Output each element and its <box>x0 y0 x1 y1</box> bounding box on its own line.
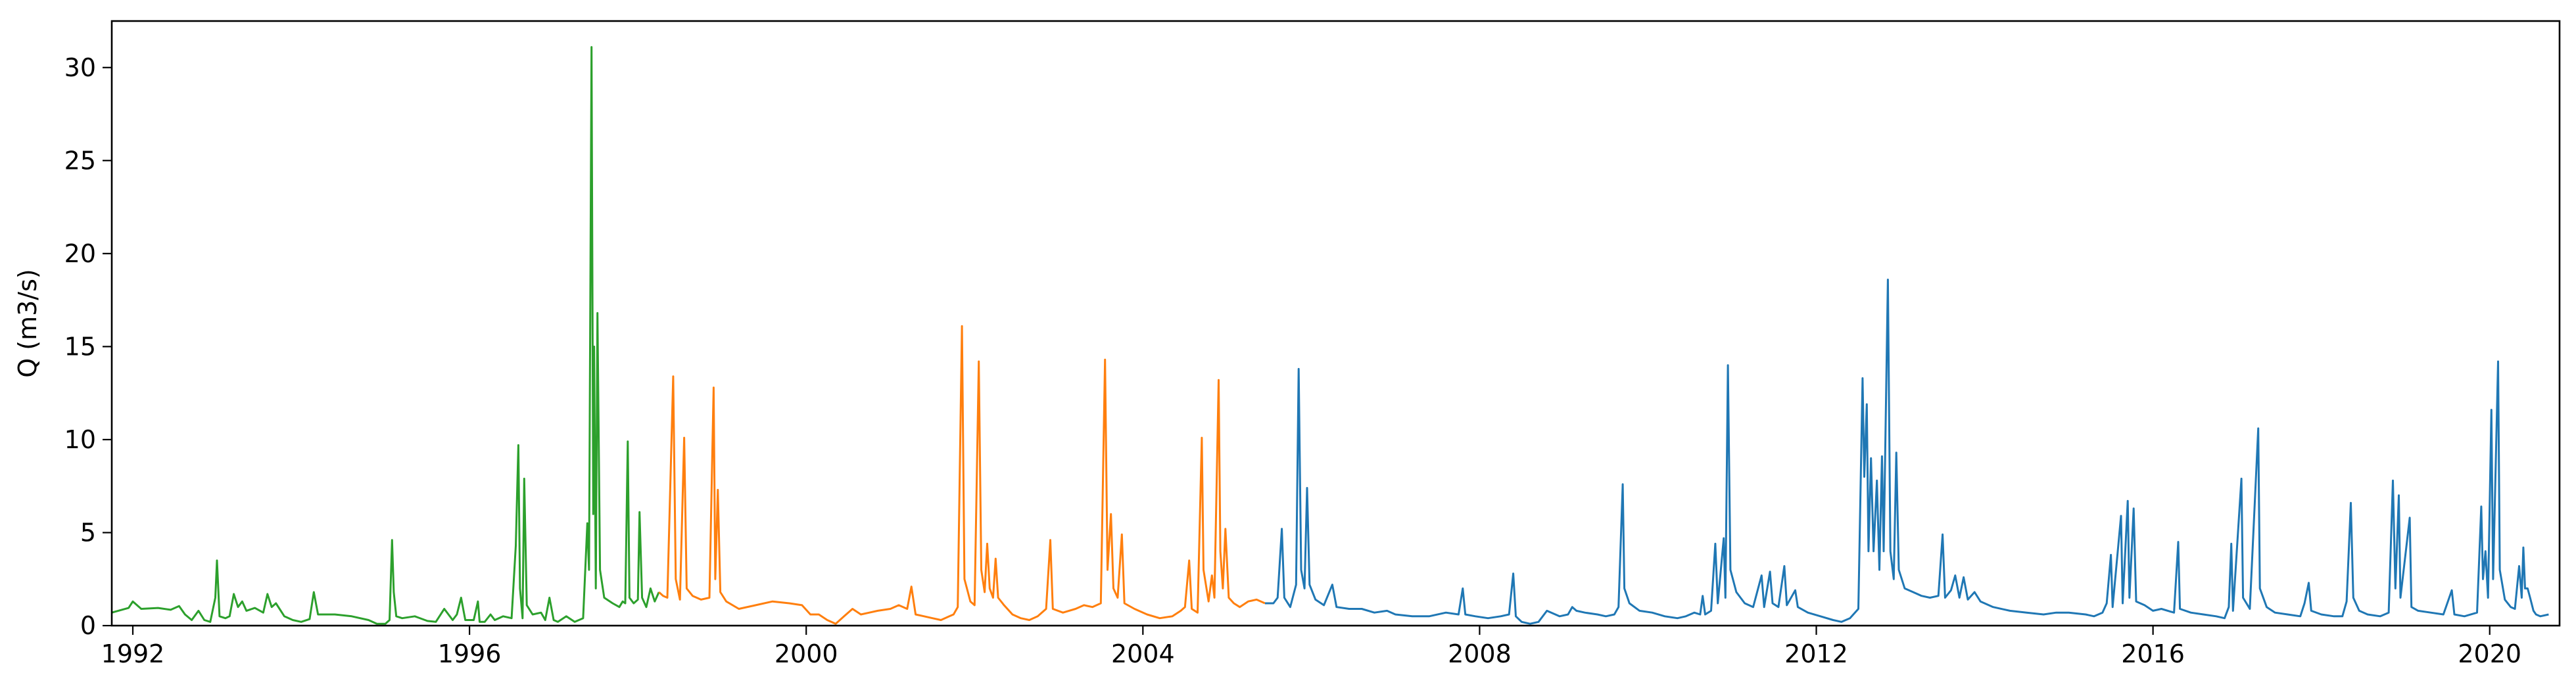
x-tick-label: 1992 <box>101 639 165 668</box>
x-tick-label: 2008 <box>1448 639 1512 668</box>
y-tick-label: 30 <box>64 53 96 82</box>
x-tick-label: 2012 <box>1784 639 1848 668</box>
y-tick-label: 20 <box>64 239 96 268</box>
x-tick-label: 2004 <box>1111 639 1175 668</box>
y-axis: 0 5 10 15 20 25 30 <box>64 53 112 640</box>
y-axis-label: Q (m3/s) <box>13 269 42 377</box>
y-tick-label: 5 <box>80 518 96 547</box>
plot-frame <box>110 20 2561 627</box>
series-line-2 <box>658 325 1266 625</box>
series-layer <box>112 46 2549 625</box>
x-tick-label: 2000 <box>775 639 838 668</box>
x-tick-label: 1996 <box>438 639 502 668</box>
y-tick-label: 0 <box>80 611 96 640</box>
y-tick-label: 10 <box>64 425 96 454</box>
x-tick-label: 2020 <box>2458 639 2521 668</box>
x-tick-label: 2016 <box>2121 639 2185 668</box>
y-tick-label: 25 <box>64 146 96 175</box>
x-axis: 1992 1996 2000 2004 2008 2012 2016 2020 <box>101 626 2521 668</box>
series-line-1 <box>112 46 660 625</box>
y-tick-label: 15 <box>64 332 96 361</box>
series-line-3 <box>1265 279 2549 625</box>
